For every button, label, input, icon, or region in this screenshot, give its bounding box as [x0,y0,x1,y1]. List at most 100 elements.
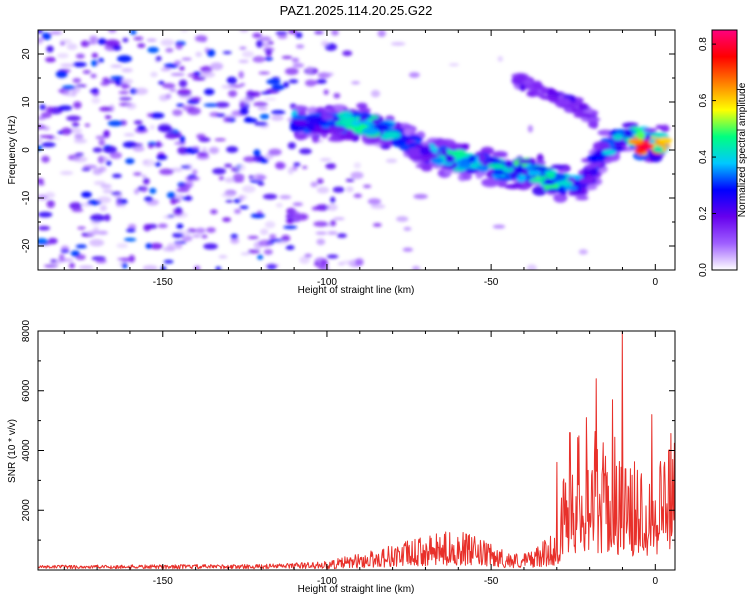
noise-blob [238,59,249,64]
noise-blob [367,198,382,205]
noise-blob [243,156,257,163]
noise-blob [221,84,234,89]
noise-blob [125,158,135,165]
noise-blob [247,235,259,240]
noise-blob [89,35,98,43]
noise-blob [146,38,157,42]
noise-blob [232,173,245,182]
ridge-core [326,121,337,127]
noise-blob [142,265,158,270]
noise-blob [41,32,52,40]
noise-blob [39,104,46,110]
noise-blob [299,148,312,155]
noise-blob [178,79,188,88]
y-tick-label: 6000 [21,379,32,402]
noise-blob [116,243,129,249]
noise-speckle-layer [38,30,588,270]
noise-blob [179,66,185,71]
noise-blob [268,238,283,243]
noise-blob [316,186,330,194]
noise-blob [128,254,136,263]
noise-blob [137,125,146,131]
noise-blob [271,110,286,115]
noise-blob [258,239,273,247]
noise-blob [353,162,362,169]
noise-blob [268,148,282,156]
noise-blob [181,196,193,201]
snr-panel: -150 -100 -50 0 2000 4000 6000 8000 Height of … [7,319,676,595]
noise-blob [206,227,216,233]
noise-blob [38,139,43,143]
noise-blob [121,67,133,73]
noise-blob [275,202,283,208]
noise-blob [239,82,246,87]
noise-blob [281,234,291,242]
noise-blob [90,214,105,222]
noise-blob [192,169,198,176]
ridge-core [652,145,664,153]
noise-blob [69,202,82,210]
noise-blob [295,44,305,49]
noise-blob [38,211,53,218]
branch-blob [546,87,556,97]
noise-blob [316,178,324,185]
noise-blob [126,102,137,110]
x-tick-label: -50 [484,277,499,288]
noise-blob [72,61,87,68]
noise-blob [103,213,111,222]
noise-blob [345,186,354,193]
branch-blob [588,121,598,128]
ridge-core [637,131,646,141]
noise-blob [260,158,269,164]
noise-blob [316,238,326,246]
noise-blob [99,106,112,112]
noise-blob [56,52,69,59]
ridge-core [478,153,486,163]
branch-blob [532,80,543,91]
noise-blob [291,57,300,63]
ridge-halo [515,180,532,190]
noise-blob [203,103,219,107]
noise-blob [123,237,137,242]
ridge-core [540,175,547,180]
ridge-halo [358,107,371,114]
noise-blob [141,186,147,193]
x-tick-label: -150 [153,576,173,587]
ridge-core [361,127,380,136]
noise-blob [181,57,192,61]
ridge-core [380,134,393,140]
noise-blob [47,237,58,245]
noise-blob [222,116,231,123]
noise-blob [185,176,200,181]
noise-blob [38,225,51,231]
ridge-halo [553,193,568,203]
noise-blob [66,43,78,51]
noise-blob [210,62,224,71]
ridge-core [440,148,448,157]
noise-blob [174,198,181,203]
noise-blob [288,30,297,35]
y-tick-label: 0 [21,147,32,153]
noise-blob [526,264,537,270]
noise-blob [97,38,107,45]
noise-blob [77,226,86,230]
noise-blob [284,67,299,76]
noise-blob [86,41,98,45]
noise-blob [218,176,225,181]
x-tick-label: -150 [153,277,173,288]
noise-blob [292,63,305,68]
snr-x-label: Height of straight line (km) [298,584,415,595]
noise-blob [177,146,188,155]
noise-blob [103,145,117,154]
noise-blob [313,221,328,227]
noise-blob [86,230,100,235]
noise-blob [78,265,94,270]
noise-blob [194,35,208,42]
noise-blob [192,76,206,81]
noise-blob [165,93,172,100]
noise-blob [342,50,353,57]
noise-blob [81,167,91,172]
noise-blob [239,30,249,33]
ridge-core [351,120,361,127]
ridge-halo [295,131,307,141]
